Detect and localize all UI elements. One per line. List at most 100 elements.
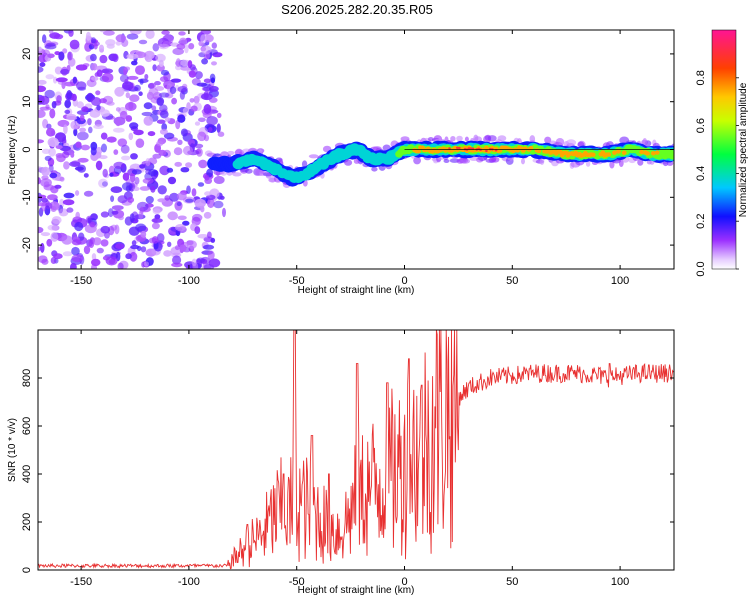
noise-blob [124, 216, 133, 226]
noise-blob [139, 79, 144, 85]
ridge-cell [590, 152, 596, 157]
noise-blob [134, 176, 140, 185]
noise-blob [69, 39, 80, 50]
noise-blob [121, 38, 129, 48]
noise-blob [45, 202, 53, 210]
noise-blob [100, 225, 111, 234]
noise-blob [91, 253, 97, 261]
noise-blob [169, 86, 177, 94]
noise-blob [128, 226, 140, 236]
noise-blob [140, 246, 147, 253]
ridge-cell [416, 149, 421, 154]
noise-blob [50, 232, 59, 242]
halo-blob [464, 136, 469, 142]
noise-blob [67, 51, 73, 61]
colorbar-label: Normalized spectral amplitude [738, 82, 749, 217]
noise-blob [196, 82, 208, 87]
noise-blob [122, 172, 130, 181]
noise-blob [186, 185, 191, 194]
halo-blob [521, 158, 525, 165]
y-tick-label: -20 [21, 237, 33, 253]
noise-blob [131, 60, 138, 66]
y-tick-label: 400 [21, 465, 33, 483]
noise-blob [101, 72, 114, 83]
noise-blob [121, 155, 131, 161]
noise-blob [188, 70, 196, 78]
noise-blob [203, 90, 209, 100]
noise-blob [129, 172, 136, 183]
noise-blob [131, 169, 142, 175]
noise-blob [175, 119, 181, 130]
x-tick-label: -50 [289, 576, 305, 588]
noise-blob [156, 119, 166, 124]
noise-blob [89, 221, 96, 228]
noise-blob [198, 117, 206, 123]
ridge-cell [650, 151, 656, 156]
noise-blob [38, 46, 42, 52]
noise-blob [185, 162, 193, 168]
noise-blob [156, 233, 165, 243]
noise-blob [194, 71, 203, 80]
noise-blob [189, 98, 195, 103]
x-tick-label: 100 [611, 275, 629, 287]
noise-blob [47, 137, 59, 148]
halo-blob [642, 138, 648, 146]
noise-blob [96, 104, 101, 111]
noise-blob [217, 131, 225, 137]
noise-blob [39, 62, 46, 67]
noise-blob [154, 81, 161, 86]
noise-blob [79, 114, 85, 122]
noise-blob [119, 110, 128, 120]
noise-blob [191, 258, 197, 267]
x-tick-label: 50 [506, 275, 518, 287]
noise-blob [169, 192, 180, 202]
noise-blob [180, 167, 190, 173]
noise-blob [114, 86, 125, 97]
noise-blob [47, 194, 58, 201]
ridge-cell [458, 146, 461, 150]
snr-series-line [38, 330, 674, 570]
noise-blob [42, 34, 47, 44]
noise-blob [99, 30, 106, 33]
ridge-cell [485, 149, 488, 153]
noise-blob [159, 76, 169, 82]
noise-blob [44, 89, 55, 99]
x-tick-label: -150 [70, 275, 92, 287]
ridge-cell [606, 152, 612, 157]
halo-blob [232, 172, 242, 177]
noise-blob [38, 255, 48, 263]
ridge-cell [645, 151, 650, 156]
noise-blob [203, 104, 212, 114]
noise-blob [113, 149, 119, 155]
noise-blob [211, 42, 217, 49]
noise-blob [222, 207, 226, 218]
noise-blob [38, 226, 44, 234]
noise-blob [51, 216, 62, 225]
noise-blob [136, 201, 149, 212]
noise-blob [64, 109, 71, 114]
ridge-cell [448, 147, 451, 150]
noise-blob [55, 145, 63, 150]
noise-blob [145, 30, 155, 39]
noise-blob [159, 104, 168, 112]
noise-blob [121, 182, 133, 191]
x-tick-label: 0 [401, 576, 407, 588]
noise-blob [91, 37, 96, 44]
noise-blob [216, 123, 221, 134]
noise-blob [91, 76, 99, 81]
ridge-cell [654, 150, 660, 155]
noise-blob [151, 218, 163, 223]
noise-blob [66, 90, 73, 100]
colorbar-tick-label: 0.4 [695, 166, 707, 181]
noise-blob [44, 155, 52, 161]
noise-blob [82, 65, 87, 70]
noise-blob [41, 148, 51, 154]
noise-blob [38, 139, 45, 144]
halo-blob [450, 136, 456, 142]
noise-blob [176, 201, 182, 207]
noise-blob [192, 213, 203, 222]
noise-blob [99, 98, 107, 104]
noise-blob [171, 262, 183, 268]
noise-blob [177, 86, 188, 93]
